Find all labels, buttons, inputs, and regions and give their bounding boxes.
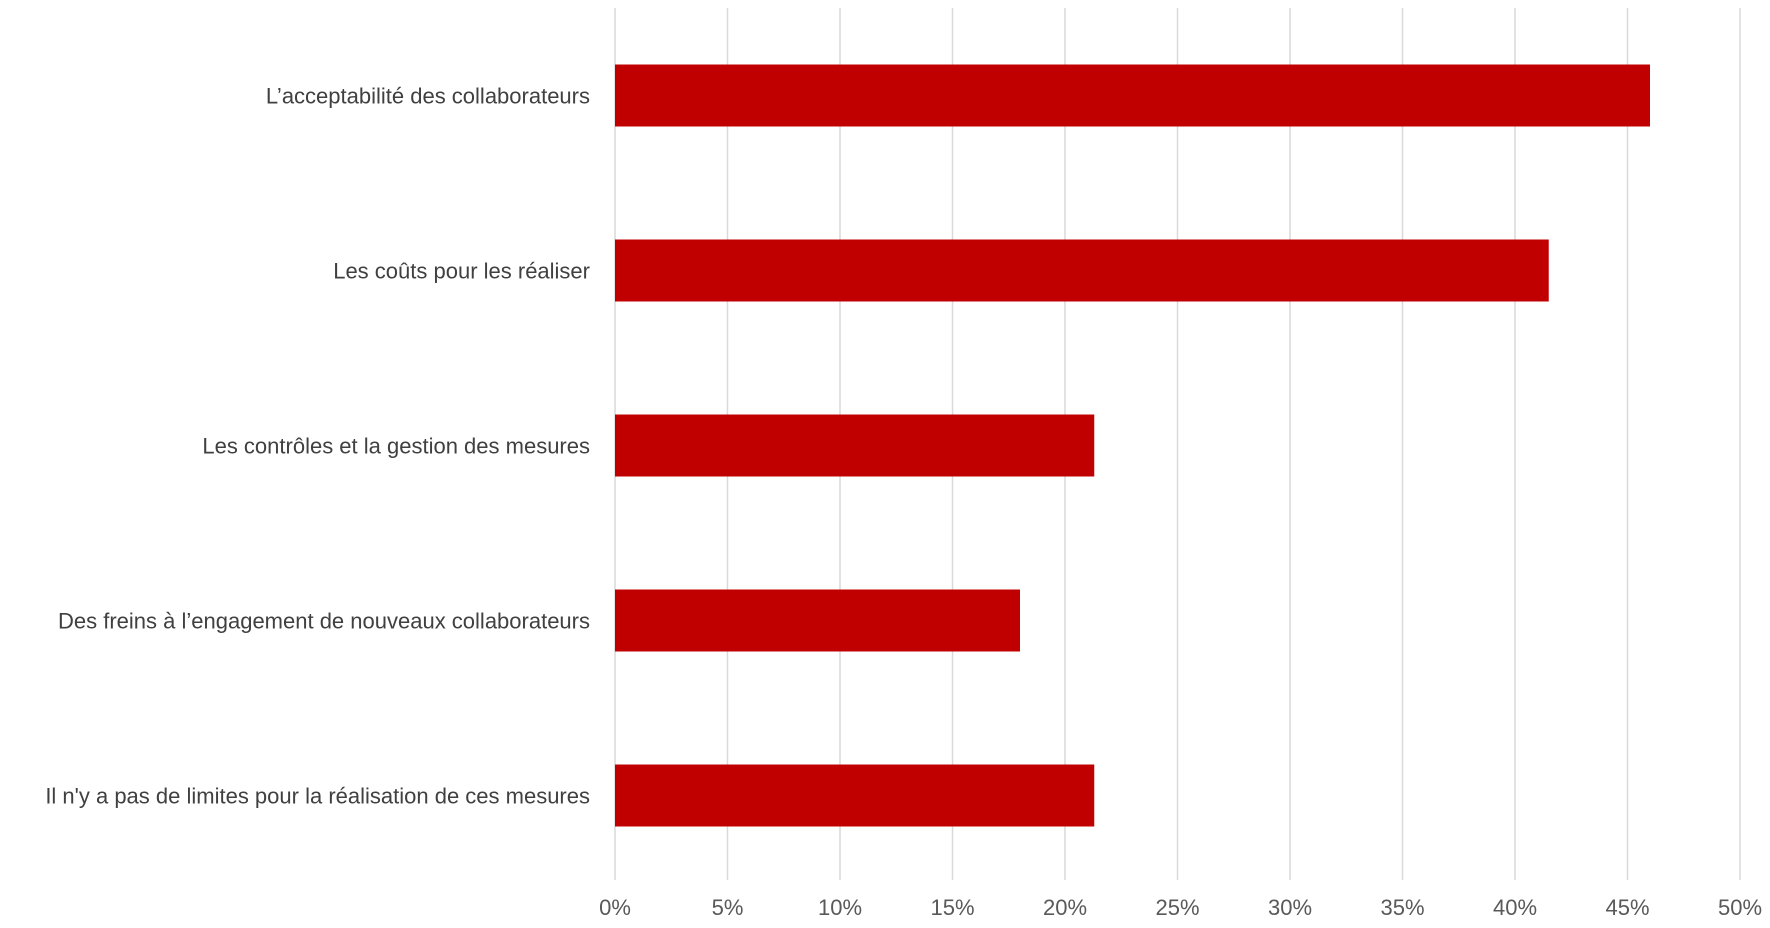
category-label: L’acceptabilité des collaborateurs — [266, 84, 590, 109]
x-tick-label: 40% — [1493, 895, 1537, 920]
category-labels: L’acceptabilité des collaborateurs Les co… — [45, 84, 590, 809]
bar — [615, 239, 1549, 302]
x-tick-label: 30% — [1268, 895, 1312, 920]
x-tick-label: 45% — [1605, 895, 1649, 920]
x-tick-label: 35% — [1380, 895, 1424, 920]
bars — [615, 64, 1650, 827]
bar — [615, 414, 1095, 477]
x-tick-label: 25% — [1155, 895, 1199, 920]
x-tick-label: 10% — [818, 895, 862, 920]
category-label: Les coûts pour les réaliser — [333, 259, 590, 284]
category-label: Des freins à l’engagement de nouveaux co… — [58, 609, 590, 634]
x-axis-tick-labels: 0% 5% 10% 15% 20% 25% 30% 35% 40% 45% 50% — [599, 895, 1762, 920]
category-label: Il n'y a pas de limites pour la réalisat… — [45, 784, 590, 809]
category-label: Les contrôles et la gestion des mesures — [202, 434, 590, 459]
bar — [615, 764, 1095, 827]
x-tick-label: 15% — [930, 895, 974, 920]
x-tick-label: 20% — [1043, 895, 1087, 920]
x-tick-label: 5% — [712, 895, 744, 920]
bar — [615, 64, 1650, 127]
x-tick-label: 50% — [1718, 895, 1762, 920]
bar — [615, 589, 1020, 652]
x-tick-label: 0% — [599, 895, 631, 920]
